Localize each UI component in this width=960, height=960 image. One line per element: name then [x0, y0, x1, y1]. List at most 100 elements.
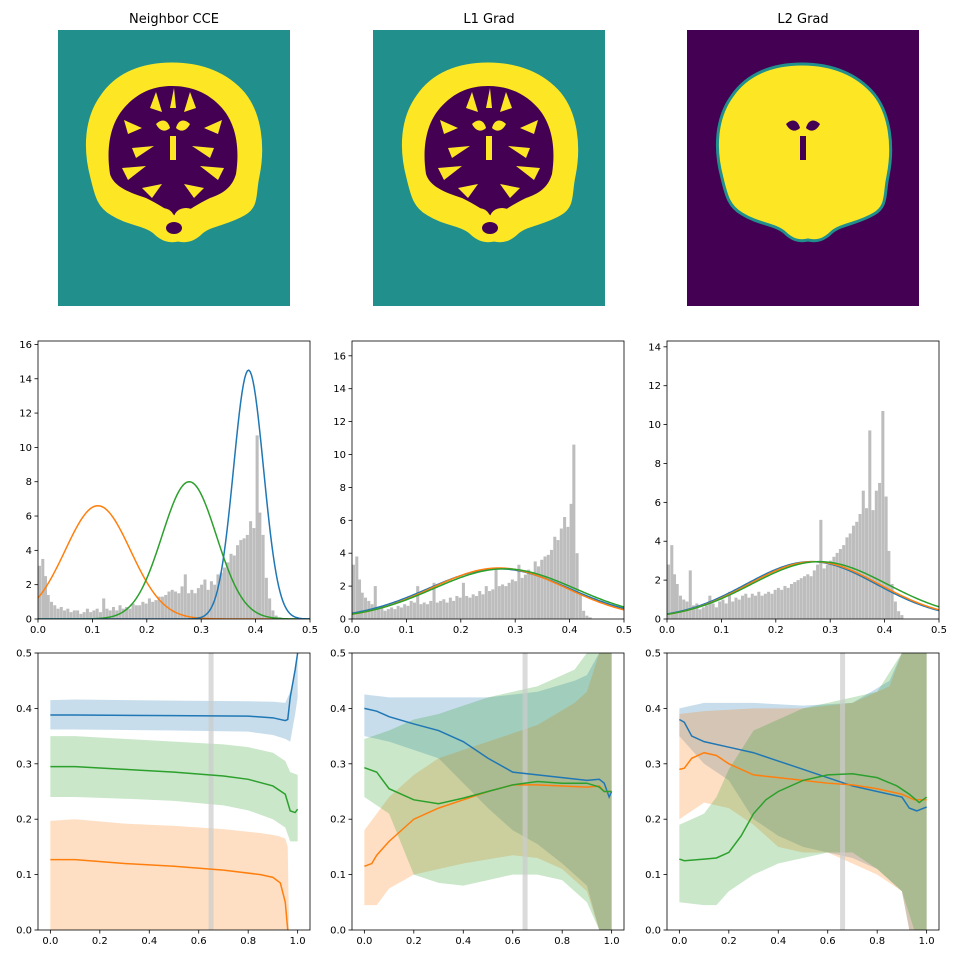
histogram-bar — [245, 534, 249, 619]
chart-area: 0.0 0.1 0.2 0.3 0.4 0.5 0 2 4 6 8 10 12 14 16 0.0 0.1 0.2… — [16, 340, 947, 947]
cerebellum-left — [466, 208, 490, 228]
histogram-bar — [783, 585, 787, 619]
cerebellum-left — [150, 208, 174, 228]
x-tick-label: 0.1 — [84, 625, 100, 636]
gyrus-fold — [516, 166, 540, 180]
y-tick-label: 0.0 — [16, 926, 32, 937]
histogram-bar — [530, 572, 534, 619]
y-tick-label: 0.1 — [330, 870, 346, 881]
histogram-bar — [85, 608, 89, 619]
histogram-bar — [546, 554, 550, 619]
y-tick-label: 8 — [26, 477, 32, 488]
y-tick-label: 14 — [333, 384, 346, 395]
y-tick-label: 6 — [26, 512, 32, 523]
histogram-bar — [566, 526, 570, 619]
cerebellum-left — [780, 208, 804, 228]
gyrus-fold — [122, 166, 146, 180]
histogram-bar — [41, 558, 45, 619]
threshold-marker — [522, 653, 528, 930]
y-tick-label: 12 — [19, 409, 32, 420]
brain-segmentation-l1-grad — [401, 62, 579, 243]
axes-frame — [666, 652, 940, 931]
histogram-bar — [370, 604, 374, 619]
y-tick-label: 10 — [19, 443, 32, 454]
histogram-bar — [842, 545, 846, 619]
y-tick-label: 0.4 — [645, 704, 661, 715]
gyrus-fold — [124, 120, 142, 134]
plot-area — [50, 653, 299, 930]
histogram-bar — [134, 605, 138, 619]
histogram-bar — [688, 570, 692, 619]
x-tick-label: 0.3 — [193, 625, 209, 636]
histogram-bar — [563, 517, 567, 619]
histogram-bar — [845, 537, 849, 619]
histogram-bar — [848, 533, 852, 619]
histogram-bar — [517, 564, 521, 619]
histogram-bar — [118, 605, 122, 619]
histogram-bar — [403, 604, 407, 619]
y-tick-label: 2 — [26, 580, 32, 591]
histogram-panel: 0.0 0.1 0.2 0.3 0.4 0.5 0 2 4 6 8 10 12 14 16 — [333, 340, 632, 636]
trajectory-panel: 0.0 0.2 0.4 0.6 0.8 1.0 0.0 0.1 0.2 0.3 0.4 0.5 — [330, 649, 625, 947]
histogram-bar — [222, 567, 227, 619]
histogram-bar — [865, 508, 869, 619]
brain-shape — [401, 62, 579, 243]
gyrus-fold — [132, 146, 154, 158]
mean-line-blue — [678, 718, 927, 812]
histogram-bar — [838, 549, 842, 619]
histogram-bar — [861, 490, 865, 619]
histogram-bar — [373, 586, 377, 619]
ventricle — [492, 120, 506, 131]
mean-line-blue — [50, 653, 299, 722]
y-tick-label: 12 — [333, 417, 346, 428]
histogram-bar — [474, 595, 478, 619]
brainstem — [166, 222, 182, 234]
histogram-bar — [458, 597, 462, 619]
gyrus-fold — [500, 184, 520, 198]
histogram-bar — [461, 582, 465, 619]
gyrus-fold — [822, 146, 844, 158]
histogram-bar — [718, 601, 722, 619]
histogram-bar — [363, 597, 368, 619]
histogram-bar — [832, 556, 836, 619]
x-tick-label: 0.6 — [505, 936, 521, 947]
y-tick-label: 0.5 — [645, 649, 661, 660]
confidence-band-blue — [50, 653, 298, 742]
gyrus-fold — [192, 146, 214, 158]
y-tick-label: 0 — [340, 615, 346, 626]
y-tick-label: 0.3 — [330, 759, 346, 770]
y-tick-label: 8 — [340, 483, 346, 494]
mean-line-orange — [679, 751, 927, 801]
midline — [486, 136, 492, 160]
histogram-bar — [386, 609, 390, 619]
x-tick-label: 0.0 — [344, 625, 360, 636]
histogram-bar — [125, 606, 129, 619]
x-tick-label: 1.0 — [290, 936, 306, 947]
histogram-bar — [468, 597, 472, 619]
histogram-bar — [442, 599, 446, 619]
y-tick-label: 6 — [340, 516, 346, 527]
x-tick-label: 0.8 — [554, 936, 570, 947]
brain-shape — [715, 62, 893, 243]
y-tick-label: 14 — [648, 342, 661, 353]
histogram-bar — [111, 606, 116, 619]
histogram-bar — [452, 600, 456, 619]
y-tick-label: 0.1 — [16, 870, 32, 881]
x-tick-label: 0.0 — [671, 936, 687, 947]
histogram-bar — [569, 503, 573, 619]
histogram-bar — [264, 577, 268, 619]
histogram-bar — [203, 579, 207, 619]
trajectory-panel: 0.0 0.2 0.4 0.6 0.8 1.0 0.0 0.1 0.2 0.3 0.4 0.5 — [16, 649, 311, 947]
histogram-bar — [789, 584, 793, 619]
brainstem — [482, 222, 498, 234]
trajectory-panel: 0.0 0.2 0.4 0.6 0.8 1.0 0.0 0.1 0.2 0.3 0.4 0.5 — [645, 649, 940, 947]
histogram-bar — [484, 586, 488, 619]
y-tick-label: 4 — [26, 546, 32, 557]
gyrus-fold — [200, 166, 224, 180]
histogram-bar — [432, 582, 436, 619]
histogram-bar — [455, 595, 459, 619]
histogram-bar — [737, 599, 741, 619]
histogram-bar — [439, 600, 443, 619]
histogram-bar — [425, 604, 430, 619]
histogram-bar — [695, 603, 699, 619]
